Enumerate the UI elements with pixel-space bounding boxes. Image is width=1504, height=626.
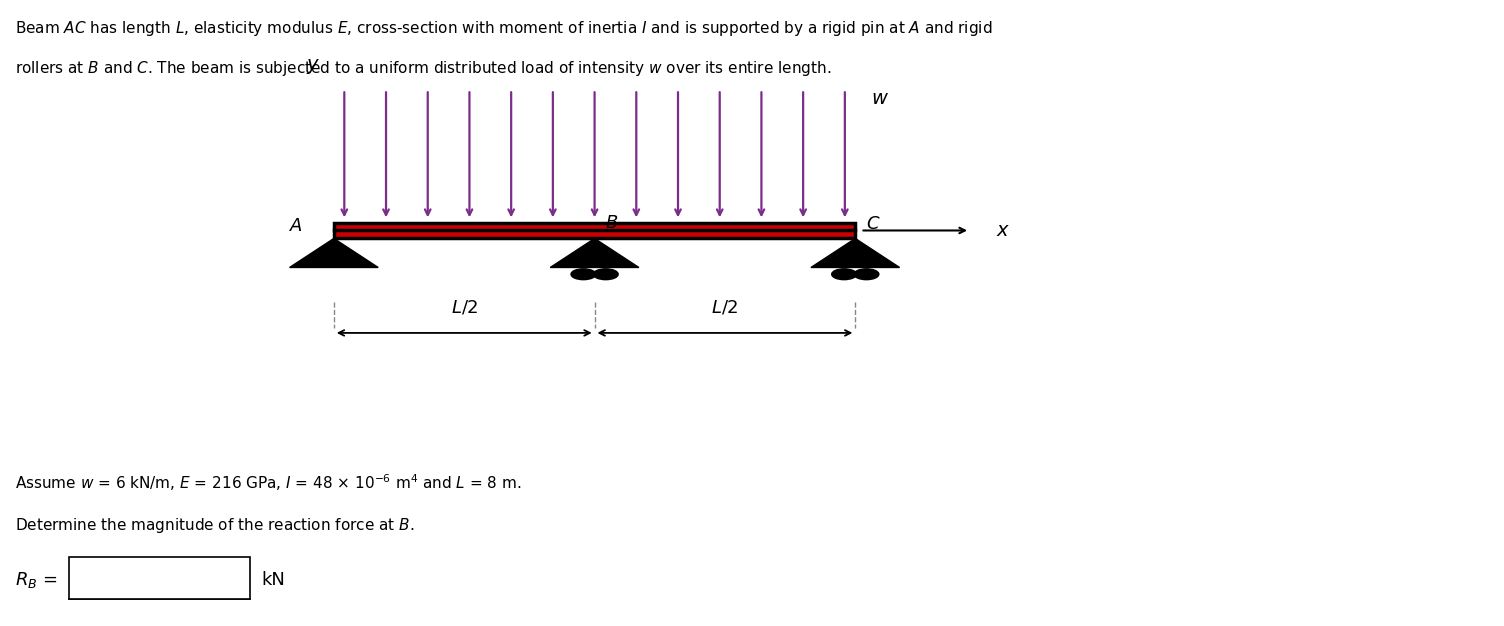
- FancyBboxPatch shape: [334, 222, 856, 239]
- Text: $L/2$: $L/2$: [451, 299, 478, 317]
- Circle shape: [854, 269, 878, 280]
- Text: $C$: $C$: [866, 215, 880, 233]
- Circle shape: [832, 269, 856, 280]
- Text: $y$: $y$: [305, 57, 320, 76]
- Text: $B$: $B$: [605, 213, 618, 232]
- Polygon shape: [811, 239, 899, 267]
- Text: kN: kN: [262, 571, 286, 589]
- Text: $w$: $w$: [871, 89, 889, 108]
- Text: $x$: $x$: [996, 221, 1011, 240]
- Polygon shape: [290, 239, 378, 267]
- Polygon shape: [550, 239, 639, 267]
- Text: $L/2$: $L/2$: [711, 299, 738, 317]
- FancyBboxPatch shape: [69, 557, 250, 598]
- Text: $A$: $A$: [289, 217, 302, 235]
- Text: Determine the magnitude of the reaction force at $B$.: Determine the magnitude of the reaction …: [15, 516, 414, 535]
- Circle shape: [572, 269, 596, 280]
- Circle shape: [594, 269, 618, 280]
- Text: Beam $AC$ has length $L$, elasticity modulus $E$, cross-section with moment of i: Beam $AC$ has length $L$, elasticity mod…: [15, 19, 993, 38]
- Text: rollers at $B$ and $C$. The beam is subjected to a uniform distributed load of i: rollers at $B$ and $C$. The beam is subj…: [15, 59, 832, 78]
- Text: Assume $w$ = 6 kN/m, $E$ = 216 GPa, $I$ = 48 × 10$^{-6}$ m$^4$ and $L$ = 8 m.: Assume $w$ = 6 kN/m, $E$ = 216 GPa, $I$ …: [15, 473, 522, 493]
- Text: $R_B$ =: $R_B$ =: [15, 570, 57, 590]
